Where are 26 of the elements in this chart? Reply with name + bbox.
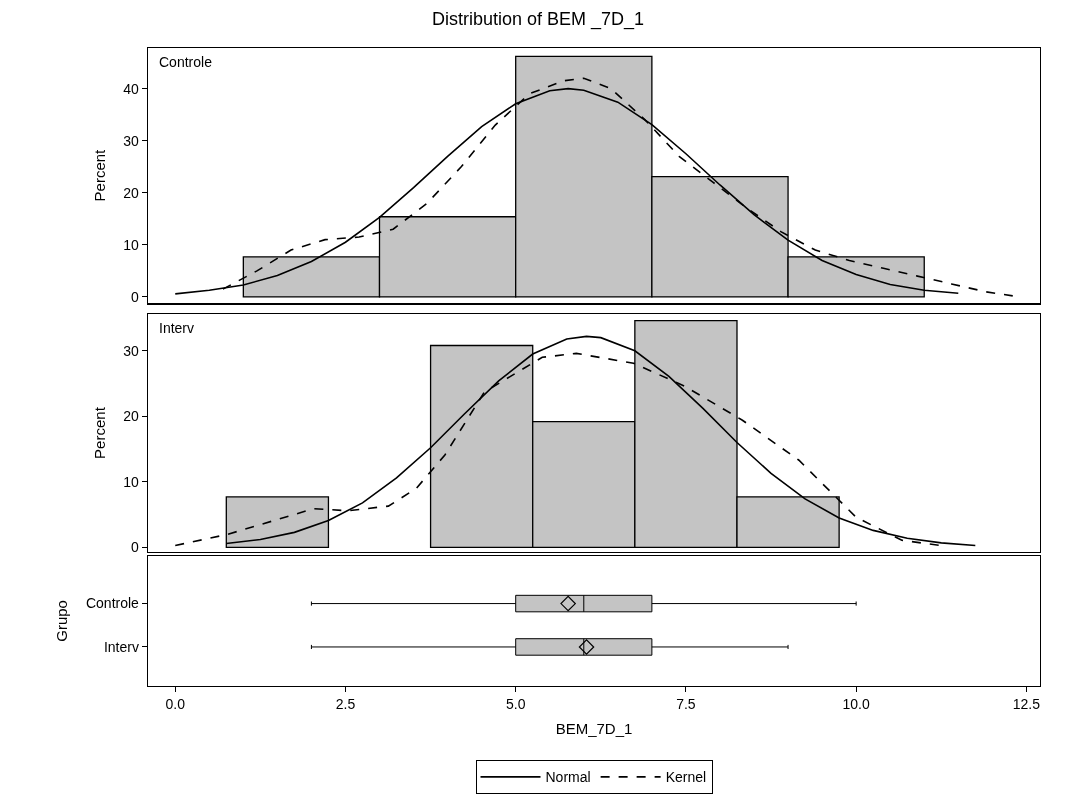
y-axis-title: Percent [90, 406, 108, 459]
x-tick-label: 5.0 [505, 696, 526, 713]
y-tick-label: 20 [123, 408, 140, 425]
y-axis-title: Grupo [53, 600, 71, 642]
legend-label: Normal [545, 769, 591, 786]
legend-label: Kernel [665, 769, 707, 786]
x-tick-label: 10.0 [842, 696, 870, 713]
y-tick-label: 0 [131, 288, 140, 305]
y-tick-label: Interv [103, 638, 139, 655]
annotation: Interv [159, 320, 195, 336]
x-tick-label: 0.0 [165, 696, 186, 713]
y-tick-label: 10 [123, 236, 140, 253]
y-tick-label: 30 [123, 342, 140, 359]
y-tick-label: Controle [85, 595, 140, 612]
y-tick-label: 0 [131, 539, 140, 556]
y-tick-label: 40 [123, 80, 140, 97]
annotation: Controle [159, 54, 213, 70]
y-tick-label: 20 [123, 184, 140, 201]
x-tick-label: 12.5 [1012, 696, 1041, 713]
y-tick-label: 30 [123, 132, 140, 149]
x-tick-label: 7.5 [676, 696, 696, 713]
x-axis-title: BEM_7D_1 [555, 719, 633, 737]
y-axis-title: Percent [90, 148, 108, 202]
x-tick-label: 2.5 [335, 696, 356, 713]
chart-title: Distribution of BEM _7D_1 [431, 8, 645, 30]
y-tick-label: 10 [123, 473, 140, 490]
